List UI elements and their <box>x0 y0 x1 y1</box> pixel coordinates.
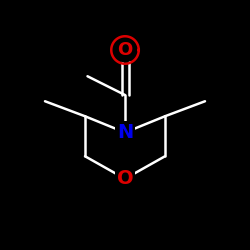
Circle shape <box>113 38 137 62</box>
Text: O: O <box>118 41 132 59</box>
Text: N: N <box>117 123 133 142</box>
Text: O: O <box>117 169 133 188</box>
